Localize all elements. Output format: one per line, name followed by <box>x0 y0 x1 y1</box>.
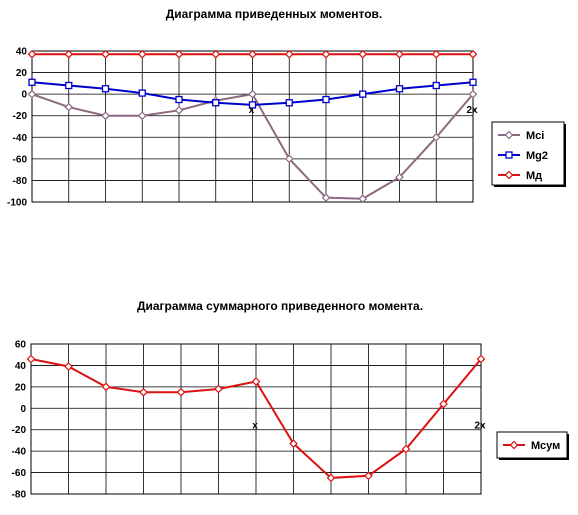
chart2-series <box>26 354 486 483</box>
data-point <box>285 99 293 107</box>
y-tick-label: -20 <box>12 425 27 436</box>
data-point <box>28 78 36 86</box>
legend-swatch-marker <box>505 151 513 159</box>
data-point <box>137 111 147 121</box>
legend-swatch-marker <box>504 130 514 140</box>
chart1-legend: Mci Mg2 Mд <box>491 121 566 187</box>
data-point <box>469 78 477 86</box>
chart2-legend: Мсум <box>496 431 569 460</box>
data-point <box>27 89 37 99</box>
data-point <box>321 193 331 203</box>
chart2-y-axis-ticks: 60 40 20 0 -20 -40 -60 -80 <box>12 340 27 501</box>
data-point <box>395 85 404 93</box>
chart1-series <box>27 49 478 204</box>
y-tick-label: 0 <box>21 90 27 101</box>
data-point <box>65 81 73 90</box>
data-point <box>364 471 373 481</box>
y-tick-label: -100 <box>7 198 27 209</box>
data-point <box>101 382 111 392</box>
data-point <box>64 102 74 112</box>
y-tick-label: -80 <box>13 176 28 187</box>
data-point <box>359 90 367 98</box>
data-point <box>395 172 404 182</box>
data-point <box>214 384 223 394</box>
data-point <box>439 399 448 409</box>
y-tick-label: 0 <box>20 404 26 415</box>
chart2-grid <box>30 343 482 495</box>
chart1-grid <box>31 50 474 203</box>
data-point <box>326 473 336 483</box>
data-point <box>101 85 110 93</box>
legend-entry-label: Mg2 <box>526 150 548 162</box>
annotation-label: 2x <box>466 105 478 116</box>
data-point <box>476 354 486 364</box>
data-point <box>284 154 294 164</box>
series-Мсум <box>26 354 486 483</box>
series-Mg2 <box>28 78 477 109</box>
y-tick-label: -60 <box>13 154 28 165</box>
annotation-label: x <box>252 420 258 431</box>
y-tick-label: -60 <box>12 468 27 479</box>
data-point <box>101 49 110 59</box>
data-point <box>322 95 330 104</box>
data-point <box>248 101 257 109</box>
annotation-label: 2x <box>474 420 486 431</box>
data-point <box>138 89 146 97</box>
y-tick-label: -80 <box>12 490 27 501</box>
legend-entry-label: Mci <box>526 130 544 142</box>
y-tick-label: 20 <box>15 382 27 393</box>
data-point <box>64 49 74 59</box>
data-point <box>174 49 184 59</box>
data-point <box>174 105 184 115</box>
data-point <box>211 49 221 59</box>
data-point <box>358 49 368 59</box>
y-tick-label: 40 <box>15 361 27 372</box>
data-point <box>176 387 186 397</box>
data-point <box>101 111 110 121</box>
data-point <box>139 387 148 397</box>
data-point <box>431 49 441 59</box>
chart2-title: Диаграмма суммарного приведенного момент… <box>137 299 423 313</box>
chart1-y-axis-ticks: 40 20 0 -20 -40 -60 -80 -100 <box>7 47 27 209</box>
legend-entry-label: Mд <box>526 170 542 182</box>
data-point <box>64 362 73 371</box>
y-tick-label: 60 <box>15 340 27 351</box>
data-point <box>468 49 478 59</box>
data-point <box>284 49 294 59</box>
data-point <box>431 132 441 142</box>
data-point <box>289 439 298 448</box>
data-point <box>468 89 478 99</box>
data-point <box>212 99 220 107</box>
data-point <box>432 81 440 90</box>
legend-swatch-marker <box>509 440 519 450</box>
data-point <box>248 49 257 59</box>
data-point <box>175 95 183 104</box>
chart1-title: Диаграмма приведенных моментов. <box>166 7 383 21</box>
data-point <box>137 49 147 59</box>
data-point <box>321 49 331 59</box>
y-tick-label: 20 <box>16 68 28 79</box>
data-point <box>395 49 404 59</box>
y-tick-label: 40 <box>16 47 28 58</box>
data-point <box>358 194 368 204</box>
data-point <box>251 377 261 386</box>
legend-entry-label: Мсум <box>531 440 560 452</box>
plot-area-border <box>30 343 482 495</box>
data-point <box>248 89 257 99</box>
y-tick-label: -40 <box>12 447 27 458</box>
y-tick-label: -20 <box>13 111 28 122</box>
series-Mд <box>27 49 478 59</box>
data-point <box>401 444 411 454</box>
legend-swatch-marker <box>504 170 514 180</box>
y-tick-label: -40 <box>13 133 28 144</box>
data-point <box>26 354 36 364</box>
data-point <box>27 49 37 59</box>
annotation-label: x <box>249 105 255 116</box>
chart2-annotations: x 2x <box>252 420 486 431</box>
chart1-annotations: x 2x <box>249 105 478 116</box>
